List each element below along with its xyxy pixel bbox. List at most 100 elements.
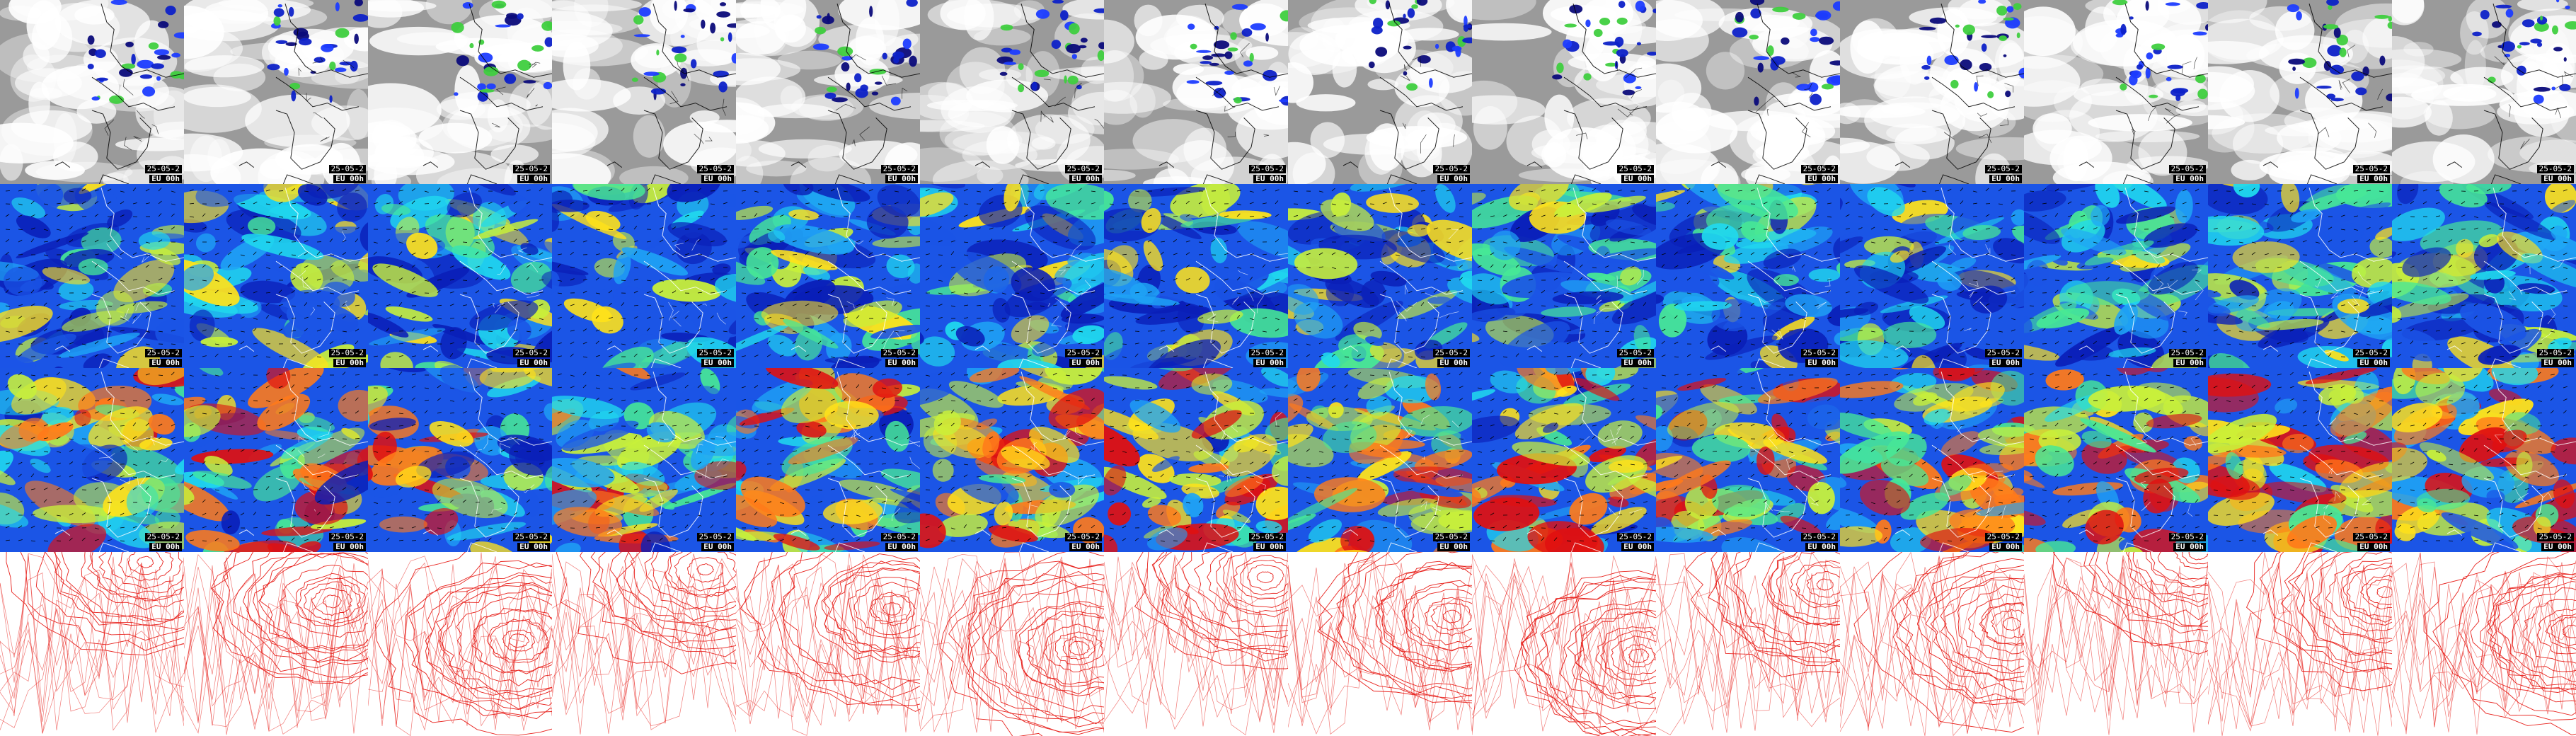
panel-run-label: EU 00h [1805,543,1838,551]
panel-run-label: EU 00h [333,359,366,367]
wind-upper-panel: 25-05-2 EU 00h [0,184,184,368]
panel-run-label: EU 00h [1253,175,1286,183]
panel-date-label: 25-05-2 [696,533,734,541]
isobars-map [920,552,1104,736]
panel-run-label: EU 00h [2173,359,2206,367]
wind-upper-map [368,184,552,368]
wind-upper-map [2024,184,2208,368]
wind-upper-panel: 25-05-2 EU 00h [1104,184,1288,368]
cloud-precip-map [1288,0,1472,184]
wind-upper-map [920,184,1104,368]
panel-run-label: EU 00h [701,543,734,551]
panel-run-label: EU 00h [517,175,550,183]
panel-run-label: EU 00h [1069,359,1102,367]
panel-date-label: 25-05-2 [880,349,918,357]
wind-upper-panel: 25-05-2 EU 00h [736,184,920,368]
wind-upper-map [1472,184,1656,368]
panel-date-label: 25-05-2 [1432,165,1470,173]
panel-date-label: 25-05-2 [1984,533,2022,541]
panel-run-label: EU 00h [1069,175,1102,183]
wind-lower-panel: 25-05-2 EU 00h [1840,368,2024,552]
wind-lower-panel: 25-05-2 EU 00h [2024,368,2208,552]
wind-lower-panel: 25-05-2 EU 00h [2392,368,2576,552]
wind-upper-map [184,184,368,368]
isobars-panel [1104,552,1288,736]
wind-lower-panel: 25-05-2 EU 00h [1104,368,1288,552]
panel-run-label: EU 00h [149,543,182,551]
panel-run-label: EU 00h [2541,543,2574,551]
panel-date-label: 25-05-2 [1064,349,1102,357]
panel-run-label: EU 00h [2357,543,2390,551]
isobars-panel [552,552,736,736]
wind-upper-map [736,184,920,368]
wind-upper-panel: 25-05-2 EU 00h [2024,184,2208,368]
cloud-precip-panel: 25-05-2 EU 00h [1104,0,1288,184]
panel-date-label: 25-05-2 [328,165,366,173]
panel-date-label: 25-05-2 [1800,349,1838,357]
wind-upper-panel: 25-05-2 EU 00h [920,184,1104,368]
cloud-precip-map [1472,0,1656,184]
wind-upper-panel: 25-05-2 EU 00h [1288,184,1472,368]
panel-date-label: 25-05-2 [1248,349,1286,357]
panel-run-label: EU 00h [1621,543,1654,551]
wind-lower-panel: 25-05-2 EU 00h [552,368,736,552]
cloud-precip-panel: 25-05-2 EU 00h [552,0,736,184]
panel-date-label: 25-05-2 [2536,349,2574,357]
cloud-precip-map [552,0,736,184]
panel-run-label: EU 00h [1253,359,1286,367]
panel-date-label: 25-05-2 [512,165,550,173]
panel-date-label: 25-05-2 [1984,165,2022,173]
wind-lower-map [1104,368,1288,552]
panel-date-label: 25-05-2 [1248,533,1286,541]
isobars-panel [1472,552,1656,736]
wind-upper-map [0,184,184,368]
isobars-map [552,552,736,736]
cloud-precip-panel: 25-05-2 EU 00h [2024,0,2208,184]
panel-date-label: 25-05-2 [2536,165,2574,173]
panel-date-label: 25-05-2 [1432,349,1470,357]
cloud-precip-panel: 25-05-2 EU 00h [736,0,920,184]
isobars-panel [2024,552,2208,736]
panel-date-label: 25-05-2 [2536,533,2574,541]
wind-upper-map [2392,184,2576,368]
panel-date-label: 25-05-2 [2168,533,2206,541]
wind-upper-panel: 25-05-2 EU 00h [184,184,368,368]
panel-date-label: 25-05-2 [2352,165,2390,173]
panel-run-label: EU 00h [701,175,734,183]
panel-run-label: EU 00h [1989,175,2022,183]
panel-date-label: 25-05-2 [2168,349,2206,357]
isobars-map [184,552,368,736]
panel-run-label: EU 00h [333,543,366,551]
panel-run-label: EU 00h [701,359,734,367]
panel-date-label: 25-05-2 [512,349,550,357]
wind-lower-map [368,368,552,552]
panel-run-label: EU 00h [1437,175,1470,183]
isobars-panel [0,552,184,736]
cloud-precip-panel: 25-05-2 EU 00h [2392,0,2576,184]
wind-lower-panel: 25-05-2 EU 00h [2208,368,2392,552]
panel-date-label: 25-05-2 [1248,165,1286,173]
panel-run-label: EU 00h [2173,175,2206,183]
isobars-map [2024,552,2208,736]
wind-upper-map [552,184,736,368]
wind-upper-panel: 25-05-2 EU 00h [1472,184,1656,368]
wind-lower-map [1288,368,1472,552]
panel-run-label: EU 00h [1621,175,1654,183]
panel-date-label: 25-05-2 [1616,349,1654,357]
panel-run-label: EU 00h [517,543,550,551]
cloud-precip-map [920,0,1104,184]
panel-run-label: EU 00h [1805,175,1838,183]
isobars-panel [736,552,920,736]
cloud-precip-map [368,0,552,184]
isobars-panel [184,552,368,736]
wind-lower-panel: 25-05-2 EU 00h [736,368,920,552]
wind-upper-map [2208,184,2392,368]
wind-lower-panel: 25-05-2 EU 00h [1288,368,1472,552]
isobars-panel [920,552,1104,736]
isobars-map [1656,552,1840,736]
cloud-precip-panel: 25-05-2 EU 00h [368,0,552,184]
wind-upper-panel: 25-05-2 EU 00h [552,184,736,368]
wind-upper-map [1656,184,1840,368]
panel-date-label: 25-05-2 [1616,533,1654,541]
